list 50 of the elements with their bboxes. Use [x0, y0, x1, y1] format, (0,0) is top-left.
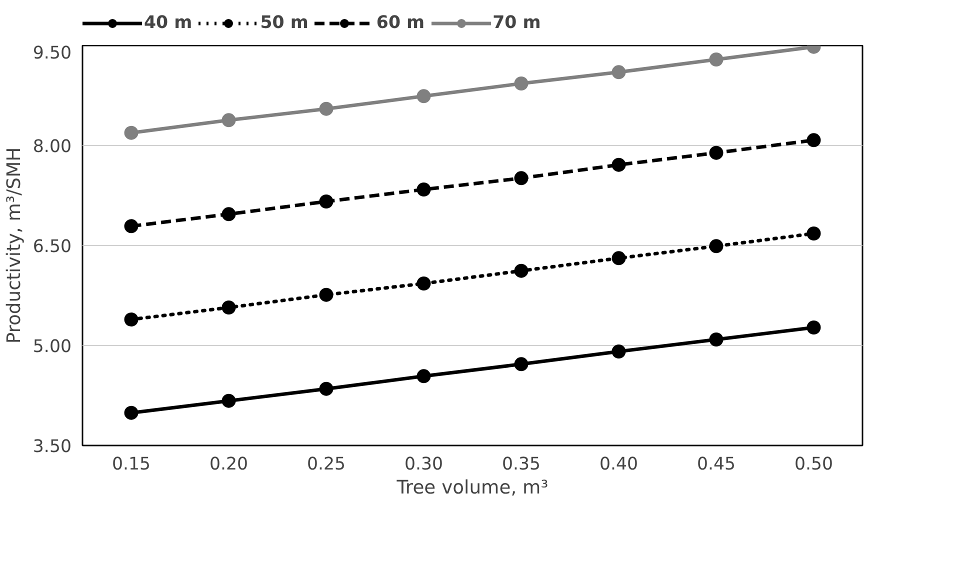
point	[222, 207, 236, 222]
point	[709, 332, 724, 346]
point	[612, 65, 626, 80]
point	[806, 226, 821, 240]
x-tick-label: 0.50	[794, 454, 834, 474]
point	[222, 394, 236, 408]
y-tick-label: 6.50	[32, 237, 72, 257]
x-axis-title: Tree volume, m³	[396, 478, 548, 498]
point	[319, 382, 334, 396]
point	[416, 276, 431, 290]
point	[612, 344, 626, 358]
x-tick-label: 0.30	[404, 454, 444, 474]
point	[514, 357, 528, 372]
y-tick-label: 9.50	[32, 44, 72, 64]
point	[124, 312, 138, 326]
point	[806, 133, 821, 148]
point	[416, 182, 431, 196]
legend-label: 40 m	[144, 12, 192, 32]
point	[806, 320, 821, 334]
x-tick-label: 0.35	[502, 454, 541, 474]
point	[709, 52, 724, 66]
point	[222, 300, 236, 314]
x-tick-label: 0.25	[306, 454, 346, 474]
point	[612, 158, 626, 172]
y-tick-label: 3.50	[32, 437, 72, 457]
point	[222, 113, 236, 128]
point	[319, 194, 334, 208]
y-axis-title: Productivity, m³/SMH	[4, 147, 25, 344]
legend-label: 50 m	[260, 12, 308, 32]
x-tick-label: 0.40	[599, 454, 638, 474]
legend-label: 70 m	[492, 12, 541, 32]
point	[514, 76, 528, 90]
point	[514, 264, 528, 278]
point	[416, 369, 431, 384]
point	[612, 251, 626, 266]
point	[709, 146, 724, 160]
legend-label: 60 m	[376, 12, 425, 32]
point	[319, 102, 334, 116]
y-tick-label: 8.00	[32, 137, 72, 157]
point	[319, 288, 334, 302]
y-tick-label: 5.00	[32, 337, 72, 357]
point	[124, 219, 138, 234]
x-tick-label: 0.20	[209, 454, 248, 474]
point	[124, 406, 138, 420]
x-tick-label: 0.45	[696, 454, 736, 474]
point	[709, 239, 724, 254]
point	[124, 126, 138, 140]
x-tick-label: 0.15	[112, 454, 151, 474]
point	[416, 89, 431, 104]
point	[514, 171, 528, 186]
